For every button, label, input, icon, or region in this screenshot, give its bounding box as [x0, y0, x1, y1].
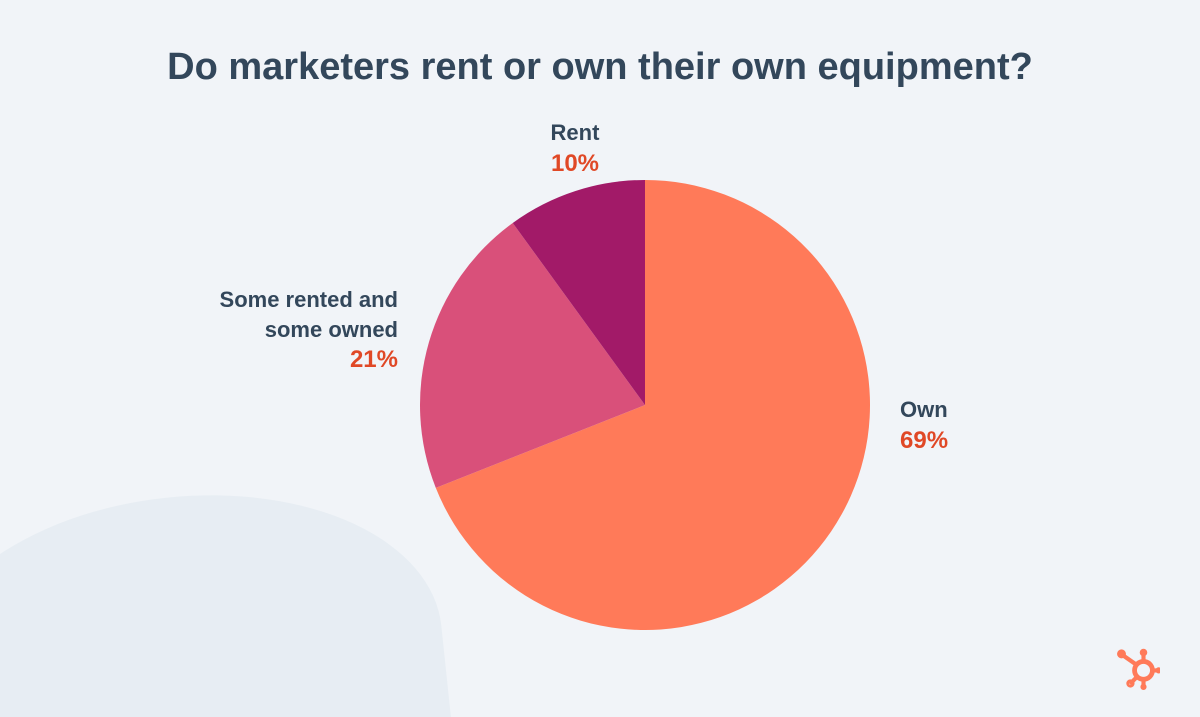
- slice-label-value: 21%: [220, 344, 398, 376]
- slice-label-name: Rent: [515, 118, 635, 148]
- slice-label-rent: Rent 10%: [515, 118, 635, 180]
- slice-label-value: 69%: [900, 425, 948, 457]
- pie-svg: [420, 180, 870, 630]
- slice-label-own: Own 69%: [900, 395, 948, 457]
- slice-label-some: Some rented and some owned 21%: [220, 285, 398, 377]
- slice-label-name: Own: [900, 395, 948, 425]
- hubspot-sprocket-icon: [1116, 647, 1160, 691]
- slice-label-value: 10%: [515, 148, 635, 180]
- pie-chart: [420, 180, 870, 630]
- chart-title: Do marketers rent or own their own equip…: [0, 46, 1200, 89]
- slice-label-name: Some rented and some owned: [220, 285, 398, 344]
